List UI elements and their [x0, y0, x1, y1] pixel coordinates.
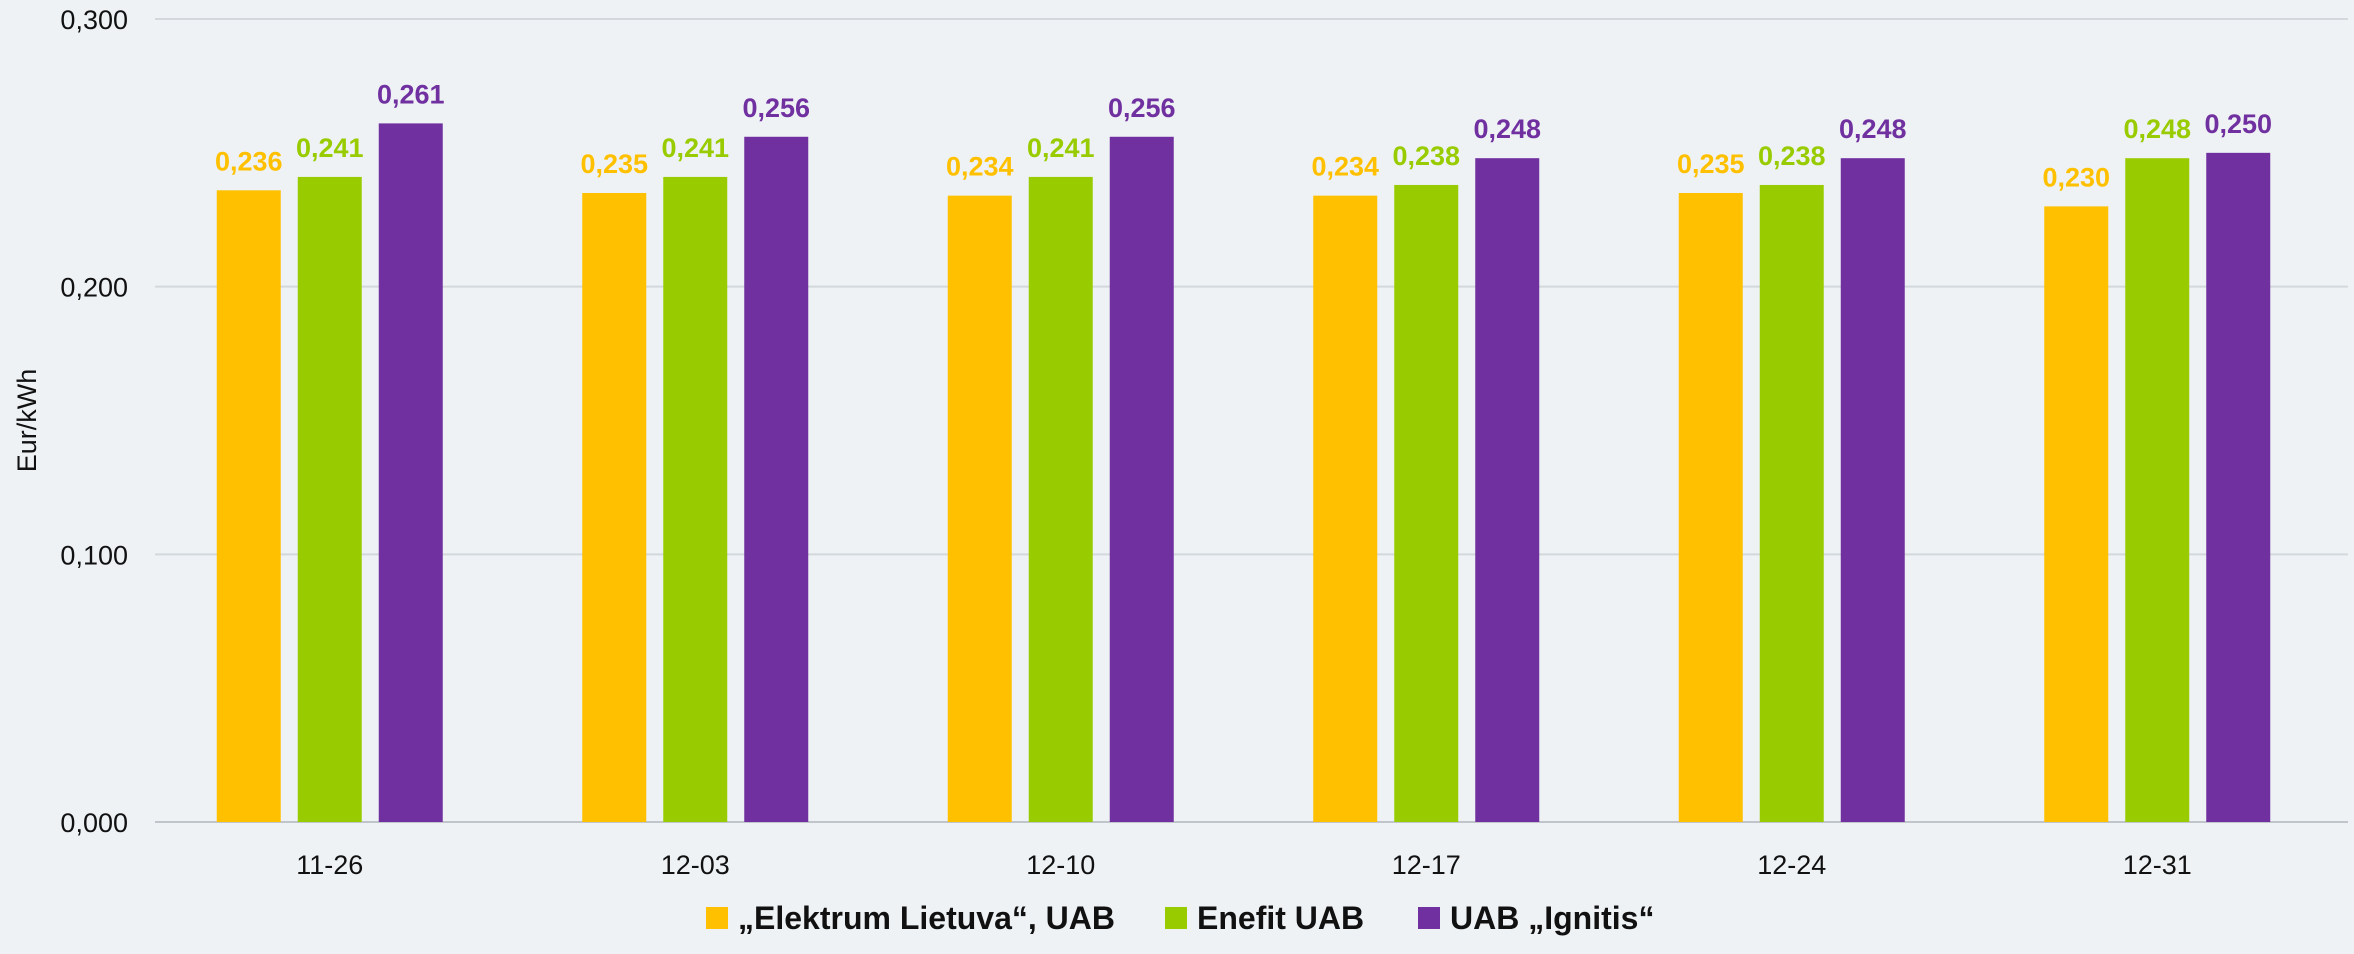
bar — [744, 136, 809, 823]
y-tick-label: 0,000 — [60, 808, 128, 838]
data-label: 0,230 — [2042, 162, 2110, 192]
bar — [1759, 184, 1824, 822]
bar — [1313, 195, 1378, 822]
y-tick-label: 0,300 — [60, 5, 128, 35]
data-label: 0,236 — [215, 146, 283, 176]
y-axis-label: Eur/kWh — [12, 369, 42, 473]
axes: 0,000 0,100 0,200 0,300 Eur/kWh 11-26 12-03 12-… — [12, 5, 2192, 880]
data-label: 0,250 — [2204, 109, 2272, 139]
data-label: 0,234 — [946, 152, 1014, 182]
bar — [2206, 152, 2271, 823]
bar — [947, 195, 1012, 822]
bar — [1475, 158, 1540, 823]
x-tick-label: 11-26 — [296, 850, 363, 880]
bar — [378, 123, 443, 822]
bar — [2125, 158, 2190, 823]
data-label: 0,241 — [296, 133, 364, 163]
y-tick-label: 0,200 — [60, 273, 128, 303]
bar — [1109, 136, 1174, 823]
data-label: 0,248 — [1473, 114, 1541, 144]
bar — [1394, 184, 1459, 822]
x-tick-label: 12-31 — [2123, 850, 2192, 880]
legend-entry-label: UAB „Ignitis“ — [1450, 900, 1654, 936]
data-label: 0,234 — [1311, 152, 1379, 182]
bar — [2044, 206, 2109, 822]
legend-entry-label: „Elektrum Lietuva“, UAB — [738, 900, 1115, 936]
legend-swatch — [1165, 907, 1187, 929]
data-label: 0,261 — [377, 79, 445, 109]
x-tick-label: 12-03 — [661, 850, 730, 880]
bar — [663, 176, 728, 822]
bar — [1028, 176, 1093, 822]
data-label: 0,235 — [580, 149, 648, 179]
bar — [297, 176, 362, 822]
data-label: 0,248 — [2123, 114, 2191, 144]
legend-swatch — [1418, 907, 1440, 929]
data-label: 0,235 — [1677, 149, 1745, 179]
bar — [1840, 158, 1905, 823]
x-tick-label: 12-10 — [1026, 850, 1095, 880]
gridlines — [155, 18, 2348, 823]
data-label: 0,238 — [1758, 141, 1826, 171]
data-label: 0,256 — [1108, 93, 1176, 123]
bar — [1678, 192, 1743, 822]
data-label: 0,256 — [742, 93, 810, 123]
data-label: 0,248 — [1839, 114, 1907, 144]
legend-entry-label: Enefit UAB — [1197, 900, 1364, 936]
bar — [582, 192, 647, 822]
legend: „Elektrum Lietuva“, UAB Enefit UAB UAB „Ig… — [706, 900, 1654, 936]
bar — [216, 190, 281, 823]
data-label: 0,241 — [661, 133, 729, 163]
y-tick-label: 0,100 — [60, 540, 128, 570]
x-tick-label: 12-24 — [1757, 850, 1826, 880]
data-label: 0,238 — [1392, 141, 1460, 171]
legend-swatch — [706, 907, 728, 929]
data-labels: 0,236 0,241 0,261 0,235 0,241 0,256 0,234 0,241… — [215, 79, 2272, 192]
x-tick-label: 12-17 — [1392, 850, 1461, 880]
bars — [216, 123, 2271, 823]
data-label: 0,241 — [1027, 133, 1095, 163]
